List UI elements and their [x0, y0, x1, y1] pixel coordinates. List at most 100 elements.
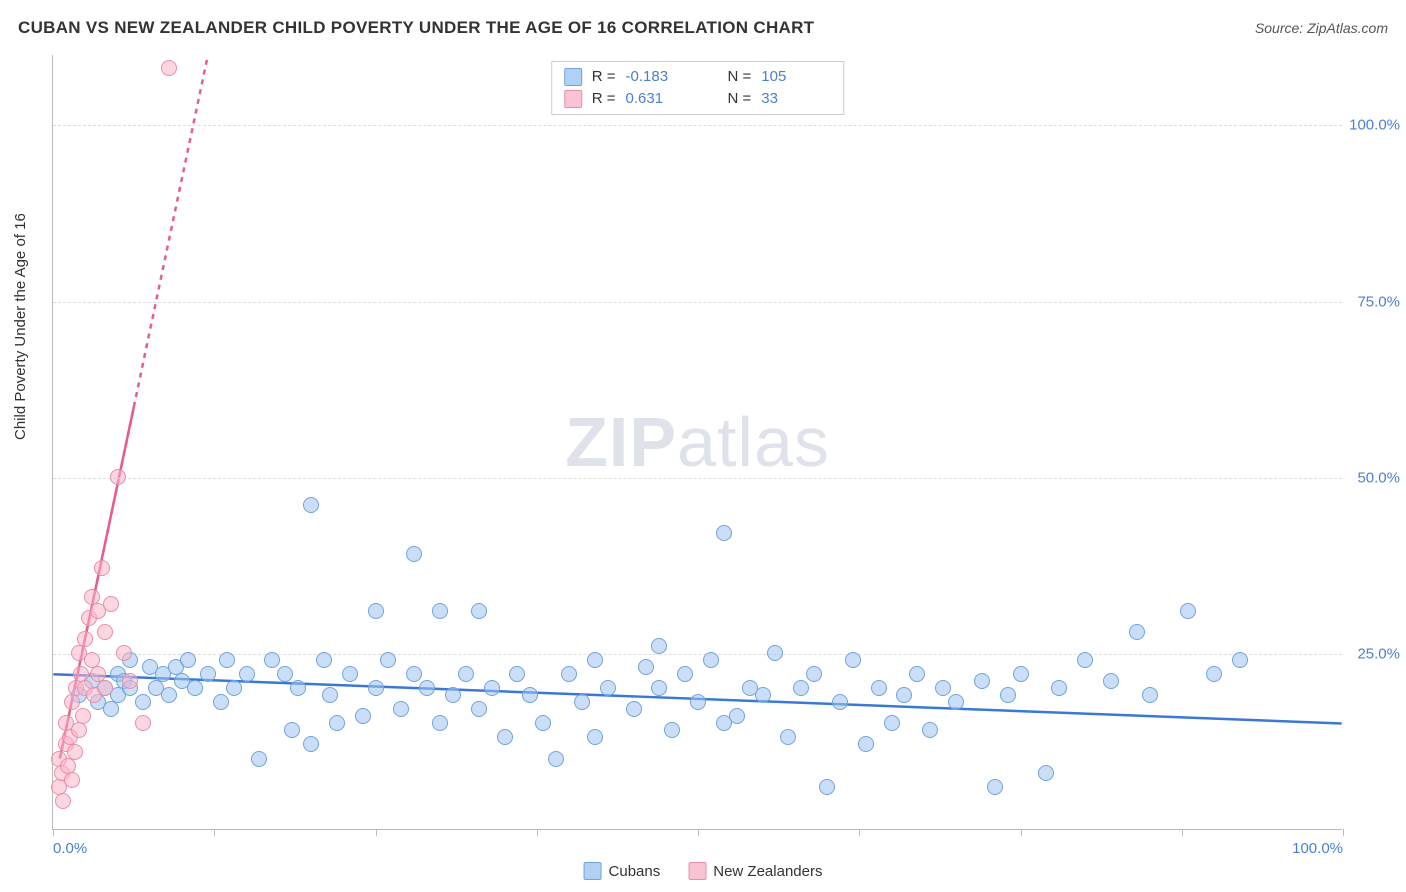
data-point [1013, 666, 1029, 682]
data-point [342, 666, 358, 682]
data-point [845, 652, 861, 668]
data-point [67, 744, 83, 760]
data-point [110, 469, 126, 485]
data-point [122, 673, 138, 689]
data-point [948, 694, 964, 710]
data-point [116, 645, 132, 661]
data-point [135, 715, 151, 731]
stats-row: R =0.631N =33 [564, 88, 832, 110]
data-point [535, 715, 551, 731]
data-point [471, 603, 487, 619]
data-point [974, 673, 990, 689]
data-point [509, 666, 525, 682]
gridline [53, 654, 1342, 655]
data-point [1142, 687, 1158, 703]
data-point [780, 729, 796, 745]
data-point [1206, 666, 1222, 682]
chart-title: CUBAN VS NEW ZEALANDER CHILD POVERTY UND… [18, 18, 814, 38]
y-tick-label: 50.0% [1357, 469, 1400, 486]
data-point [406, 546, 422, 562]
x-tick [376, 829, 377, 836]
data-point [55, 793, 71, 809]
data-point [380, 652, 396, 668]
data-point [219, 652, 235, 668]
data-point [858, 736, 874, 752]
data-point [226, 680, 242, 696]
data-point [284, 722, 300, 738]
data-point [355, 708, 371, 724]
x-tick [859, 829, 860, 836]
data-point [368, 680, 384, 696]
gridline [53, 125, 1342, 126]
data-point [406, 666, 422, 682]
data-point [187, 680, 203, 696]
x-tick [698, 829, 699, 836]
data-point [587, 729, 603, 745]
data-point [103, 701, 119, 717]
r-label: R = [592, 88, 616, 110]
data-point [690, 694, 706, 710]
y-tick-label: 100.0% [1349, 117, 1400, 134]
x-tick [1021, 829, 1022, 836]
data-point [432, 603, 448, 619]
data-point [471, 701, 487, 717]
x-tick-label: 0.0% [53, 840, 87, 857]
n-label: N = [728, 66, 752, 88]
data-point [832, 694, 848, 710]
correlation-stats-box: R =-0.183N =105R =0.631N =33 [551, 61, 845, 115]
data-point [561, 666, 577, 682]
legend-swatch [584, 862, 602, 880]
data-point [896, 687, 912, 703]
x-tick [53, 829, 54, 836]
data-point [1000, 687, 1016, 703]
gridline [53, 302, 1342, 303]
data-point [677, 666, 693, 682]
legend-label: New Zealanders [713, 863, 822, 880]
r-value: 0.631 [626, 88, 718, 110]
data-point [767, 645, 783, 661]
x-tick [1343, 829, 1344, 836]
source-label: Source: ZipAtlas.com [1255, 20, 1388, 36]
legend-label: Cubans [609, 863, 661, 880]
data-point [290, 680, 306, 696]
data-point [819, 779, 835, 795]
data-point [651, 680, 667, 696]
data-point [103, 596, 119, 612]
plot-area: ZIPatlas R =-0.183N =105R =0.631N =33 25… [52, 55, 1342, 830]
y-tick-label: 25.0% [1357, 645, 1400, 662]
data-point [161, 687, 177, 703]
data-point [497, 729, 513, 745]
data-point [703, 652, 719, 668]
data-point [329, 715, 345, 731]
legend-item: Cubans [584, 862, 661, 880]
y-axis-label: Child Poverty Under the Age of 16 [12, 213, 29, 440]
n-label: N = [728, 88, 752, 110]
chart-header: CUBAN VS NEW ZEALANDER CHILD POVERTY UND… [18, 18, 1388, 38]
data-point [64, 772, 80, 788]
x-tick [214, 829, 215, 836]
data-point [303, 497, 319, 513]
data-point [664, 722, 680, 738]
x-tick-label: 100.0% [1292, 840, 1343, 857]
r-value: -0.183 [626, 66, 718, 88]
data-point [64, 694, 80, 710]
data-point [71, 722, 87, 738]
gridline [53, 478, 1342, 479]
series-swatch [564, 90, 582, 108]
data-point [180, 652, 196, 668]
data-point [1038, 765, 1054, 781]
data-point [638, 659, 654, 675]
data-point [909, 666, 925, 682]
series-swatch [564, 68, 582, 86]
data-point [445, 687, 461, 703]
bottom-legend: Cubans New Zealanders [584, 862, 823, 880]
stats-row: R =-0.183N =105 [564, 66, 832, 88]
data-point [548, 751, 564, 767]
trend-lines [53, 55, 1342, 829]
data-point [277, 666, 293, 682]
data-point [1232, 652, 1248, 668]
data-point [75, 708, 91, 724]
data-point [251, 751, 267, 767]
data-point [755, 687, 771, 703]
data-point [264, 652, 280, 668]
